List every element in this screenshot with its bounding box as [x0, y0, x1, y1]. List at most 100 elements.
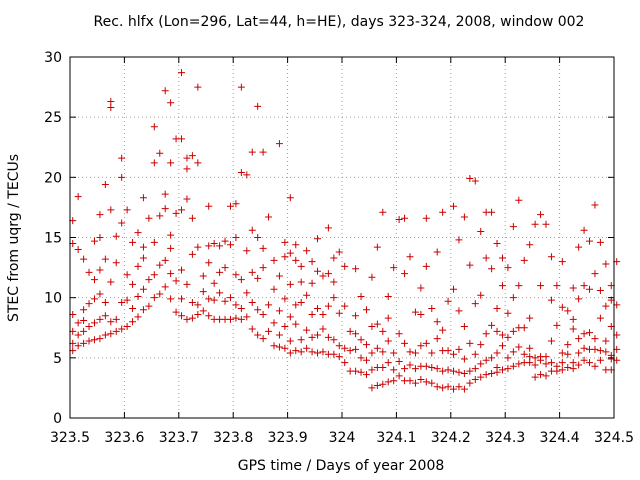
data-point [504, 264, 512, 272]
data-point [254, 274, 262, 282]
data-point [390, 264, 398, 272]
data-point [335, 342, 343, 350]
data-point [254, 102, 262, 110]
data-point [275, 343, 283, 351]
data-point [330, 350, 338, 358]
data-point [303, 247, 311, 255]
data-point [580, 356, 588, 364]
data-point [226, 294, 234, 302]
data-point [221, 264, 229, 272]
data-point [308, 348, 316, 356]
data-point [531, 361, 539, 369]
data-point [330, 254, 338, 262]
data-point [450, 367, 458, 375]
data-point [504, 365, 512, 373]
data-point [308, 333, 316, 341]
data-point [357, 336, 365, 344]
data-point [357, 354, 365, 362]
data-point [352, 345, 360, 353]
data-point [112, 327, 120, 335]
data-point [167, 231, 175, 239]
x-tick-label: 323.9 [268, 430, 308, 446]
data-point [286, 313, 294, 321]
data-point [74, 342, 82, 350]
data-point [379, 348, 387, 356]
data-points [69, 69, 621, 393]
data-point [460, 369, 468, 377]
data-point [275, 307, 283, 315]
data-point [411, 308, 419, 316]
data-point [444, 383, 452, 391]
data-point [107, 278, 115, 286]
data-point [390, 377, 398, 385]
data-point [498, 282, 506, 290]
data-point [161, 283, 169, 291]
data-point [172, 308, 180, 316]
data-point [134, 229, 142, 237]
data-point [406, 348, 414, 356]
data-point [188, 214, 196, 222]
data-point [482, 330, 490, 338]
data-point [466, 261, 474, 269]
data-point [417, 342, 425, 350]
data-point [477, 373, 485, 381]
data-point [493, 240, 501, 248]
data-point [569, 325, 577, 333]
data-point [123, 323, 131, 331]
data-point [139, 306, 147, 314]
data-point [324, 302, 332, 310]
data-point [553, 282, 561, 290]
data-point [411, 379, 419, 387]
data-point [450, 285, 458, 293]
data-point [194, 243, 202, 251]
data-point [373, 344, 381, 352]
data-point [232, 301, 240, 309]
data-point [134, 313, 142, 321]
data-point [205, 202, 213, 210]
data-point [101, 255, 109, 263]
data-point [422, 378, 430, 386]
data-point [129, 238, 137, 246]
data-point [384, 359, 392, 367]
data-point [161, 190, 169, 198]
data-point [183, 315, 191, 323]
data-point [221, 297, 229, 305]
data-point [477, 227, 485, 235]
data-point [281, 295, 289, 303]
data-point [194, 83, 202, 91]
data-point [422, 262, 430, 270]
data-point [558, 349, 566, 357]
data-point [167, 270, 175, 278]
data-point [455, 345, 463, 353]
data-point [444, 297, 452, 305]
data-point [210, 296, 218, 304]
data-point [395, 357, 403, 365]
data-point [537, 282, 545, 290]
data-point [270, 256, 278, 264]
data-point [596, 314, 604, 322]
data-point [352, 367, 360, 375]
x-tick-label: 323.7 [159, 430, 199, 446]
data-point [493, 304, 501, 312]
data-point [156, 261, 164, 269]
data-point [411, 349, 419, 357]
data-point [248, 298, 256, 306]
x-axis-title: GPS time / Days of year 2008 [238, 458, 445, 474]
data-point [547, 296, 555, 304]
data-point [270, 342, 278, 350]
data-point [547, 253, 555, 261]
x-tick-label: 324.3 [485, 430, 525, 446]
data-point [216, 242, 224, 250]
data-point [259, 335, 267, 343]
data-point [417, 311, 425, 319]
data-point [531, 354, 539, 362]
data-point [542, 360, 550, 368]
data-point [101, 312, 109, 320]
data-point [471, 300, 479, 308]
data-point [156, 149, 164, 157]
data-point [596, 238, 604, 246]
data-point [101, 331, 109, 339]
data-point [460, 213, 468, 221]
data-point [520, 324, 528, 332]
data-point [297, 262, 305, 270]
